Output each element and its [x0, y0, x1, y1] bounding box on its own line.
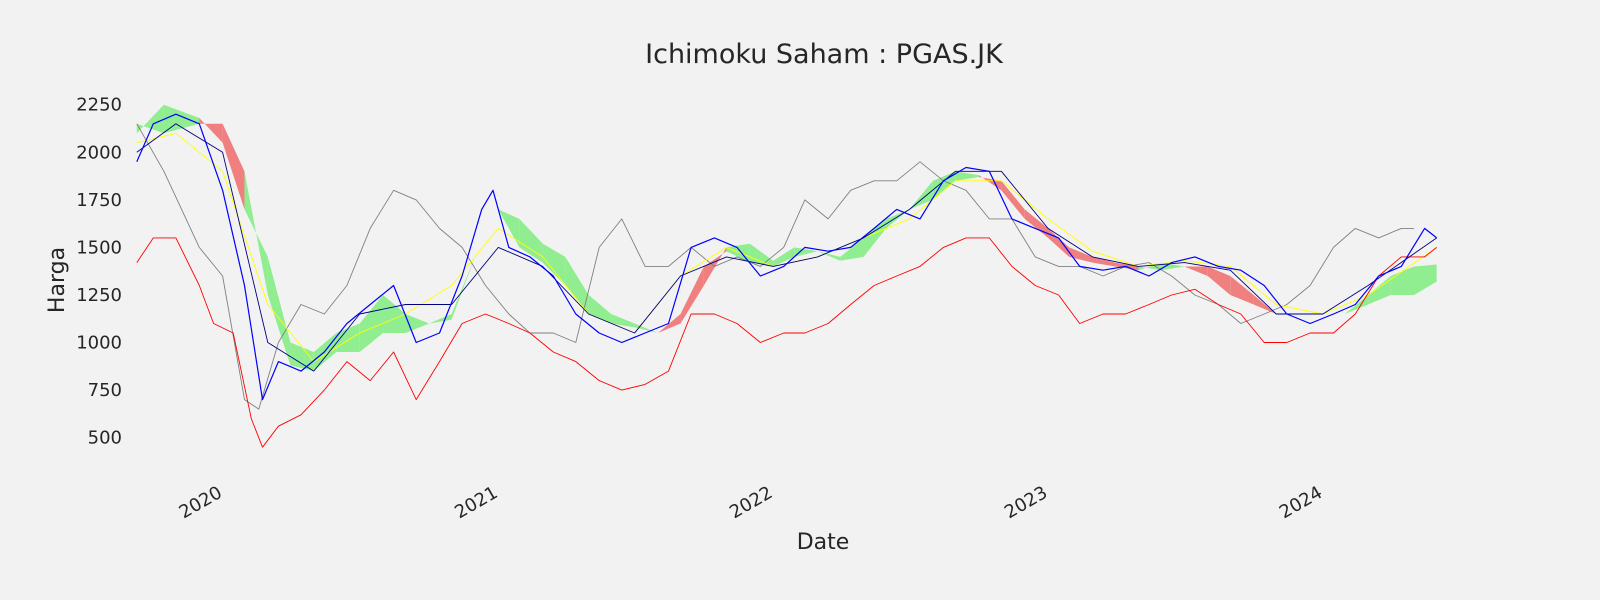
cloud-segment-bullish: [565, 256, 589, 314]
cloud-segment-bearish: [1001, 180, 1025, 219]
cloud-layer: [136, 104, 1437, 372]
cloud-segment-bullish: [383, 294, 406, 334]
y-tick-label: 1000: [76, 333, 122, 354]
cloud-segment-bearish: [978, 175, 1002, 191]
cloud-segment-bullish: [498, 209, 520, 248]
cloud-segment-bullish: [886, 209, 910, 229]
cloud-segment-bearish: [657, 314, 681, 334]
cloud-segment-bearish: [199, 118, 223, 143]
cloud-segment-bullish: [1414, 264, 1437, 295]
cloud-segment-bullish: [451, 256, 475, 320]
cloud-segment-bearish: [1069, 247, 1093, 263]
cloud-segment-bullish: [726, 243, 750, 263]
kijun-line: [136, 123, 1437, 372]
cloud-segment-bullish: [1390, 266, 1415, 295]
y-tick-label: 2000: [76, 142, 122, 163]
y-axis-title: Harga: [45, 247, 70, 313]
cloud-segment-bullish: [542, 243, 566, 286]
cloud-segment-bullish: [359, 294, 384, 353]
cloud-segment-bullish: [817, 251, 841, 261]
y-tick-label: 1750: [76, 190, 122, 211]
y-axis-ticks: 500 750 1000 1250 1500 1750 2000 2250: [76, 95, 122, 449]
cloud-segment-bullish: [794, 247, 818, 257]
cloud-segment-bearish: [680, 266, 704, 324]
cloud-segment-bearish: [1207, 266, 1231, 295]
tenkan-line: [136, 132, 1437, 363]
cloud-segment-bearish: [1253, 294, 1277, 314]
cloud-segment-bullish: [909, 180, 933, 210]
cloud-segment-bullish: [863, 218, 887, 257]
cloud-segment-bullish: [267, 256, 291, 366]
cloud-segment-bullish: [519, 218, 543, 263]
cloud-segment-bullish: [1368, 275, 1391, 305]
cloud-segment-bullish: [932, 171, 956, 200]
x-tick-label: 2020: [176, 482, 226, 523]
y-tick-label: 1250: [76, 285, 122, 306]
cloud-segment-bearish: [1230, 275, 1254, 305]
x-tick-label: 2022: [726, 482, 776, 523]
y-tick-label: 1500: [76, 237, 122, 258]
cloud-segment-bullish: [955, 171, 979, 181]
low-line: [136, 237, 1437, 448]
y-tick-label: 750: [88, 380, 122, 401]
cloud-segment-bullish: [749, 243, 774, 267]
cloud-segment-bearish: [222, 123, 245, 210]
cloud-segment-bullish: [136, 104, 164, 134]
cloud-segment-bullish: [290, 342, 314, 372]
x-tick-label: 2024: [1276, 482, 1326, 523]
cloud-segment-bullish: [336, 323, 360, 353]
x-axis-ticks: 2020 2021 2022 2023 2024: [176, 482, 1326, 523]
x-tick-label: 2023: [1001, 482, 1051, 523]
cloud-segment-bearish: [1048, 228, 1070, 257]
cloud-segment-bullish: [773, 247, 795, 267]
cloud-segment-bearish: [1092, 256, 1116, 267]
y-tick-label: 2250: [76, 95, 122, 116]
cloud-segment-bearish: [1184, 266, 1208, 276]
y-tick-label: 500: [88, 428, 122, 449]
chikou-line: [136, 123, 1415, 410]
lines-layer: [136, 113, 1438, 448]
cloud-segment-bullish: [428, 314, 452, 324]
cloud-segment-bullish: [611, 314, 635, 328]
cloud-segment-bullish: [474, 209, 499, 257]
chart-title: Ichimoku Saham : PGAS.JK: [645, 39, 1004, 70]
cloud-segment-bullish: [840, 237, 864, 261]
cloud-segment-bearish: [703, 247, 727, 286]
cloud-segment-bullish: [588, 294, 612, 324]
cloud-segment-bullish: [313, 333, 337, 372]
cloud-segment-bullish: [405, 314, 429, 334]
cloud-segment-bullish: [244, 171, 268, 295]
x-tick-label: 2021: [451, 482, 501, 523]
cloud-segment-bullish: [1161, 262, 1185, 271]
x-axis-title: Date: [797, 530, 850, 555]
close-line: [136, 113, 1438, 401]
cloud-segment-bullish: [1344, 294, 1369, 314]
